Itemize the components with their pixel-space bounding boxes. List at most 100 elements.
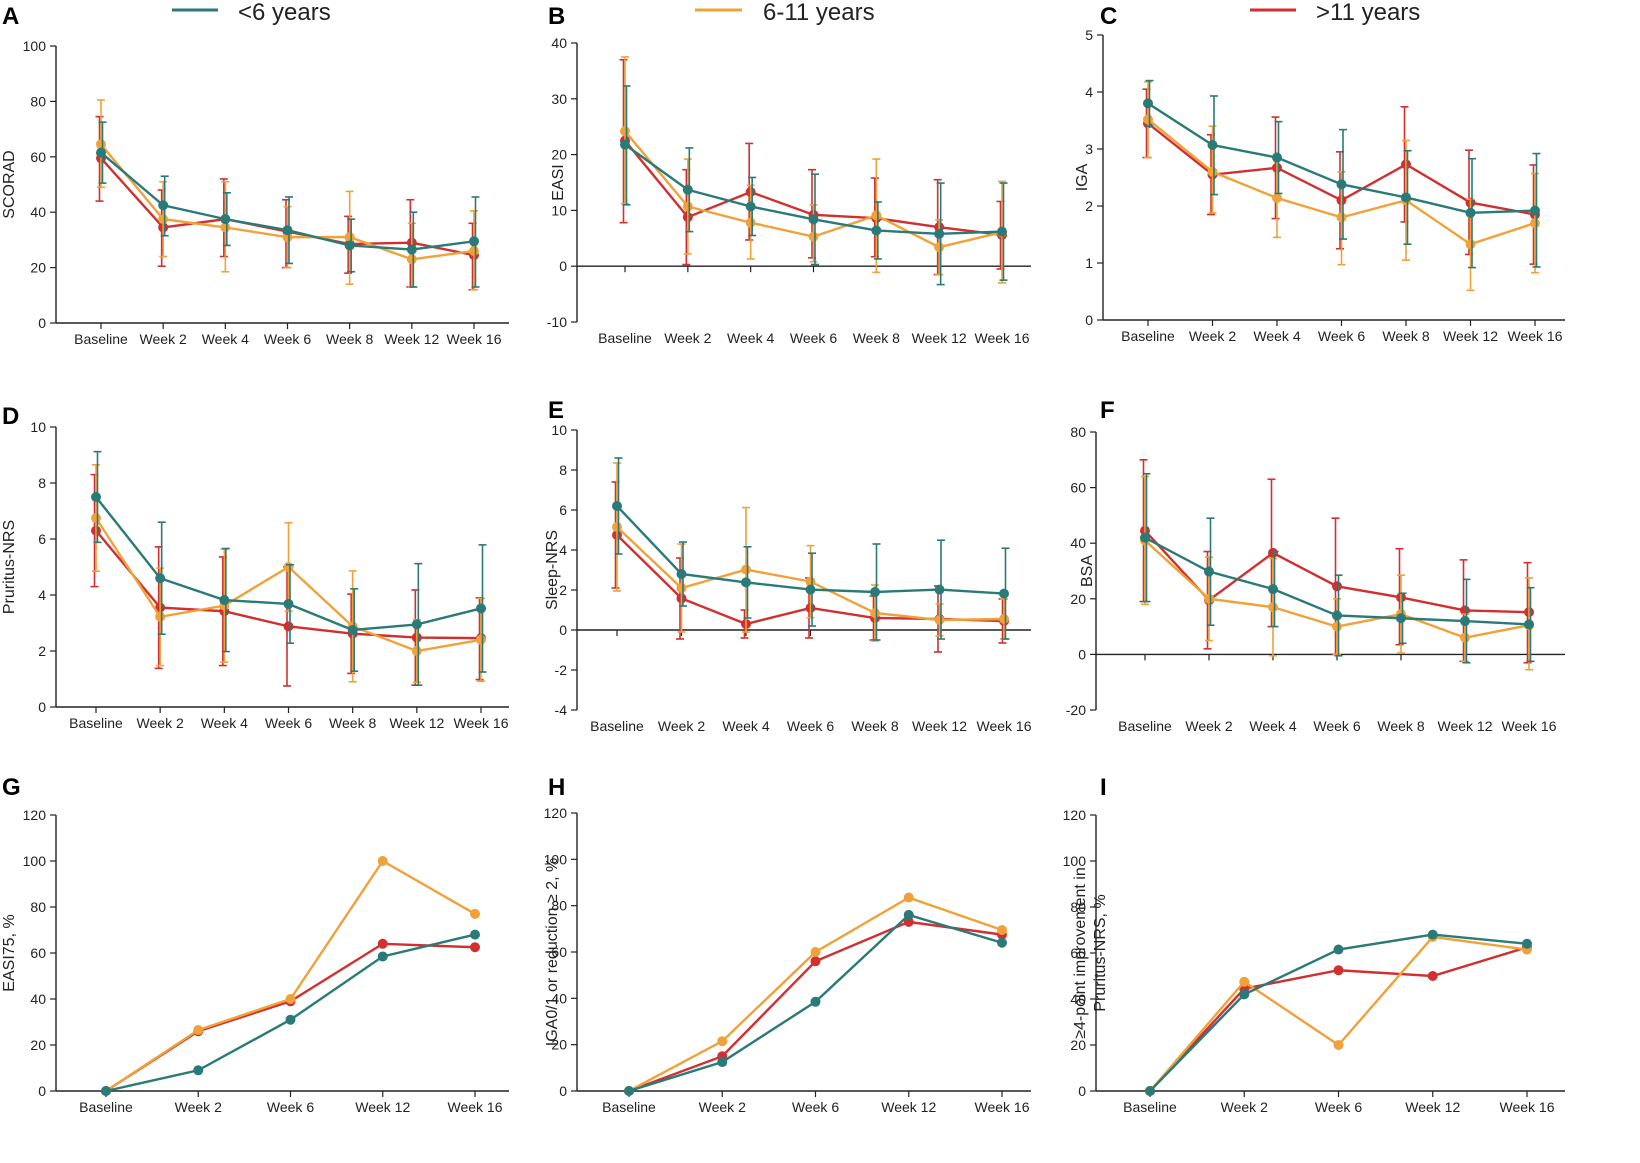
- data-point: [193, 1025, 204, 1036]
- y-tick-label: 1: [1085, 255, 1093, 271]
- data-point: [377, 938, 388, 949]
- data-point: [347, 625, 358, 635]
- x-tick-label: Week 12: [389, 715, 444, 731]
- y-tick-label: 4: [38, 587, 46, 603]
- y-tick-label: 10: [551, 202, 567, 218]
- x-tick-label: Week 16: [1502, 718, 1557, 734]
- y-tick-label: 0: [1078, 646, 1086, 662]
- data-point: [682, 184, 693, 195]
- x-tick-label: Week 12: [384, 331, 439, 347]
- series-under-6-years: [624, 909, 1007, 1096]
- data-point: [283, 598, 294, 609]
- y-tick-label: 80: [30, 899, 46, 915]
- data-point: [469, 236, 479, 247]
- x-tick-label: Week 12: [912, 718, 967, 734]
- series-6-11-years: [624, 892, 1007, 1096]
- y-tick-label: -4: [555, 702, 568, 718]
- y-axis-title: Sleep-NRS: [544, 530, 561, 610]
- data-point: [158, 214, 169, 225]
- series-6-11-years: [1145, 931, 1532, 1096]
- data-point: [934, 615, 945, 625]
- data-point: [1427, 929, 1438, 940]
- x-tick-label: Baseline: [590, 718, 644, 734]
- x-tick-label: Week 6: [267, 1099, 314, 1115]
- data-point: [285, 994, 296, 1004]
- y-tick-label: 40: [1070, 991, 1086, 1007]
- x-tick-label: Week 12: [355, 1099, 410, 1115]
- panel-label: F: [1100, 397, 1115, 424]
- data-point: [1427, 971, 1438, 981]
- x-tick-label: Week 6: [264, 331, 311, 347]
- series-6-11-years: [96, 99, 479, 291]
- data-point: [745, 217, 756, 228]
- y-tick-label: 40: [30, 204, 46, 220]
- x-tick-label: Week 16: [1500, 1099, 1555, 1115]
- series-under-6-years: [96, 121, 480, 288]
- x-tick-label: Week 4: [202, 331, 249, 347]
- x-tick-label: Week 2: [137, 715, 184, 731]
- panel-label: G: [2, 774, 21, 801]
- data-point: [1401, 192, 1411, 203]
- x-tick-label: Week 4: [201, 715, 248, 731]
- data-point: [999, 614, 1009, 624]
- data-point: [676, 569, 687, 579]
- data-point: [344, 232, 355, 243]
- series-over-11-years: [1145, 942, 1532, 1096]
- legend-label-6-11: 6-11 years: [763, 0, 875, 26]
- x-tick-label: Week 2: [699, 1099, 746, 1115]
- y-tick-label: 100: [23, 853, 47, 869]
- legend-item-6-11: 6-11 years: [695, 0, 875, 26]
- data-point: [810, 956, 821, 967]
- data-point: [1272, 193, 1282, 204]
- data-point: [1332, 581, 1342, 592]
- data-point: [1207, 166, 1218, 177]
- y-axis-title: EASI75, %: [1, 914, 18, 991]
- y-tick-label: 60: [30, 149, 46, 165]
- data-point: [470, 942, 480, 953]
- x-tick-label: Week 16: [975, 1099, 1030, 1115]
- data-point: [476, 634, 486, 645]
- y-tick-label: 60: [551, 944, 567, 960]
- x-tick-label: Baseline: [598, 330, 652, 346]
- y-axis-title: ≥4-point improvement in Pruritus-NRS, %: [1072, 867, 1109, 1039]
- y-axis-title-line: ≥4-point improvement in: [1072, 867, 1089, 1039]
- series-under-6-years: [1145, 929, 1532, 1096]
- data-point: [283, 621, 294, 632]
- data-point: [620, 126, 630, 137]
- panel-A: A 0 20 40 60 80 100 Baseline Week 2 Week 4 Week 6 W…: [1, 3, 509, 347]
- y-tick-label: 2: [1085, 198, 1093, 214]
- data-point: [470, 908, 480, 919]
- y-tick-label: 120: [544, 805, 568, 821]
- data-point: [1207, 140, 1218, 151]
- legend: <6 years 6-11 years >11 years: [172, 0, 1420, 26]
- data-point: [1522, 938, 1532, 949]
- x-tick-label: Week 16: [977, 718, 1032, 734]
- x-tick-label: Baseline: [1121, 328, 1175, 344]
- y-tick-label: 20: [30, 1037, 46, 1053]
- data-point: [470, 929, 480, 940]
- y-axis-title: BSA: [1079, 555, 1096, 587]
- series-under-6-years: [612, 457, 1010, 641]
- y-tick-label: 0: [1085, 312, 1093, 328]
- data-point: [1524, 619, 1534, 630]
- x-tick-label: Week 12: [1405, 1099, 1460, 1115]
- data-point: [406, 254, 417, 265]
- x-tick-label: Week 2: [658, 718, 705, 734]
- data-point: [1332, 610, 1342, 621]
- data-point: [1204, 593, 1214, 604]
- y-axis-title: IGA: [1074, 163, 1091, 191]
- y-tick-label: 0: [38, 699, 46, 715]
- y-tick-label: -20: [1066, 702, 1086, 718]
- series-under-6-years: [101, 929, 480, 1096]
- y-tick-label: -2: [555, 662, 568, 678]
- y-tick-label: 80: [1070, 899, 1086, 915]
- data-point: [155, 573, 166, 584]
- y-tick-label: 6: [559, 502, 567, 518]
- data-point: [997, 226, 1007, 237]
- data-point: [1239, 989, 1250, 1000]
- x-tick-label: Week 4: [1253, 328, 1300, 344]
- panel-label: B: [548, 3, 565, 30]
- y-tick-label: 0: [38, 1083, 46, 1099]
- data-point: [220, 222, 231, 233]
- x-tick-label: Baseline: [74, 331, 128, 347]
